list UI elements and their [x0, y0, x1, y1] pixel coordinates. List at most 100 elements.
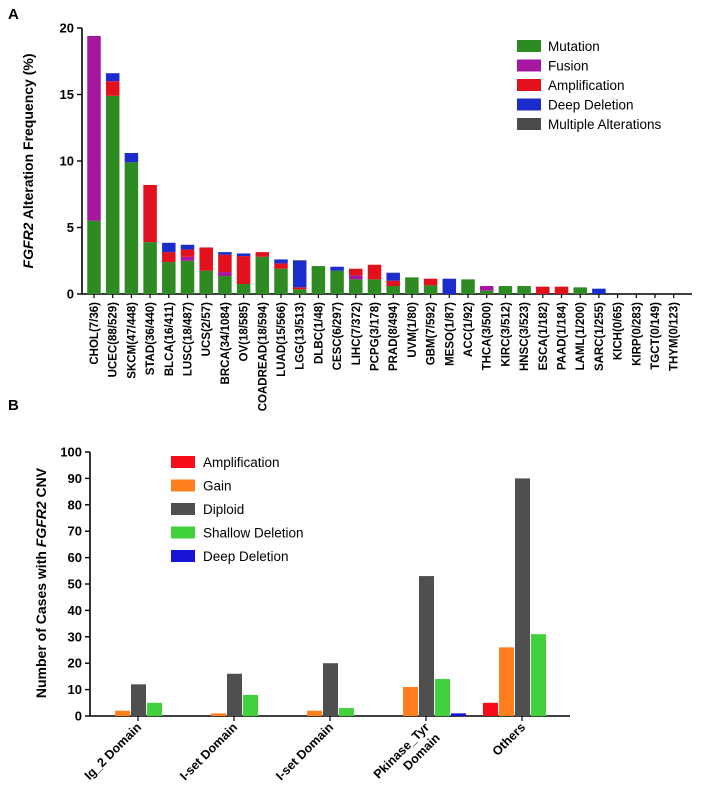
chart-a-bar-mutation — [105, 95, 120, 294]
chart-b-y-tick-label: 30 — [68, 629, 82, 644]
chart-a-category-label: LIHC(7/372) — [351, 302, 363, 365]
chart-a-bar-mutation — [479, 290, 494, 294]
chart-a-bar-deep-deletion — [330, 266, 344, 271]
chart-a-bar-mutation — [255, 256, 270, 294]
chart-a-bar-amplification — [367, 264, 382, 280]
chart-a-category-label: SARC(1/255) — [594, 302, 606, 371]
chart-a-bar-mutation — [461, 279, 475, 294]
chart-a-y-tick-label: 0 — [67, 287, 74, 302]
chart-b-bar-shallow-deletion — [435, 679, 450, 716]
chart-a-legend-swatch — [517, 79, 541, 91]
chart-a-bar-deep-deletion — [218, 252, 232, 255]
chart-b-bar-shallow-deletion — [147, 702, 162, 716]
chart-b-bar-diploid — [227, 673, 242, 716]
chart-b-bar-diploid — [323, 663, 338, 716]
chart-a-bar-mutation — [330, 270, 344, 294]
chart-a-category-label: CHOL(7/36) — [89, 302, 101, 365]
chart-a-bar-mutation — [405, 277, 419, 294]
chart-a-bar-amplification — [162, 252, 176, 263]
chart-a-legend-label: Mutation — [548, 39, 600, 54]
chart-a-bar-mutation — [143, 242, 157, 294]
chart-b: 0 10 20 30 40 50 60 70 80 90 100 Number of Cases wi… — [33, 445, 570, 792]
chart-a-bar-mutation — [236, 284, 251, 294]
chart-a-bar-amplification — [554, 286, 569, 294]
chart-b-legend-label: Gain — [203, 479, 232, 494]
chart-a: 0 5 10 15 20 FGFR2 Alteration Frequency (%) CH… — [20, 21, 692, 411]
chart-b-y-title: Number of Cases with FGFR2 CNV — [33, 467, 49, 698]
chart-a-bar-deep-deletion — [292, 260, 307, 288]
chart-a-bar-fusion — [218, 272, 232, 277]
chart-a-bar-mutation — [386, 286, 400, 294]
chart-a-bar-amplification — [536, 286, 550, 294]
chart-a-bar-amplification — [292, 287, 307, 290]
chart-b-bar-gain — [403, 686, 418, 716]
chart-a-category-label: LUSC(18/487) — [183, 302, 195, 376]
chart-a-category-label: GBM(7/592) — [426, 302, 438, 365]
chart-b-y-tick-label: 20 — [68, 656, 82, 671]
chart-a-bar-deep-deletion — [162, 242, 176, 253]
chart-a-bar-deep-deletion — [105, 73, 120, 82]
chart-b-y-tick-label: 10 — [68, 682, 82, 697]
chart-a-bar-deep-deletion — [274, 259, 288, 264]
chart-a-bar-amplification — [105, 81, 120, 96]
chart-a-category-label: STAD(36/440) — [145, 302, 157, 375]
chart-a-bar-mutation — [311, 266, 326, 294]
chart-a-category-label: DLBC(1/48) — [313, 302, 325, 364]
chart-a-y-tick-label: 20 — [60, 21, 74, 36]
chart-a-category-label: UCS(2/57) — [201, 302, 213, 356]
chart-a-category-label: HNSC(3/523) — [519, 302, 531, 371]
chart-a-bar-mutation — [292, 289, 307, 294]
chart-b-bar-diploid — [131, 684, 146, 716]
chart-b-bar-deep-deletion — [451, 713, 466, 716]
chart-b-bar-shallow-deletion — [531, 634, 546, 716]
chart-a-legend-swatch — [517, 59, 541, 72]
chart-a-y-tick-label: 15 — [60, 87, 74, 102]
chart-b-bar-gain — [307, 710, 322, 716]
chart-b-legend-swatch — [171, 456, 195, 468]
chart-a-category-label: MESO(1/87) — [444, 302, 456, 366]
chart-a-legend-swatch — [517, 40, 541, 52]
chart-a-legend-label: Deep Deletion — [548, 98, 634, 113]
chart-a-category-label: LAML(1/200) — [575, 302, 587, 371]
chart-a-legend-swatch — [517, 98, 541, 111]
chart-a-bar-amplification — [199, 247, 213, 271]
chart-a-category-label: ACC(1/92) — [463, 302, 475, 357]
chart-a-bar-mutation — [274, 268, 288, 294]
chart-a-category-label: KIRP(0/283) — [631, 302, 643, 366]
chart-a-bar-deep-deletion — [386, 272, 400, 281]
chart-a-legend-swatch — [517, 118, 541, 130]
chart-b-y-tick-label: 90 — [68, 471, 82, 486]
chart-a-bar-fusion — [180, 256, 195, 261]
chart-a-category-label: THCA(3/500) — [482, 302, 494, 371]
chart-a-category-label: LGG(13/513) — [295, 302, 307, 370]
chart-b-legend-label: Amplification — [203, 455, 280, 470]
chart-b-bar-gain — [499, 647, 514, 716]
chart-a-y-tick-label: 5 — [67, 220, 74, 235]
chart-b-category-label: I-set Domain — [273, 720, 336, 783]
chart-b-legend-label: Deep Deletion — [203, 549, 289, 564]
chart-b-legend-swatch — [171, 550, 195, 562]
chart-a-bar-deep-deletion — [592, 288, 606, 294]
panel-label-b: B — [8, 397, 19, 414]
chart-a-category-label: BLCA(16/411) — [164, 302, 176, 376]
chart-a-bar-multiple-alterations — [292, 260, 307, 261]
chart-b-category-label: Pkinase_TyrDomain — [371, 720, 443, 792]
chart-a-bar-deep-deletion — [442, 278, 457, 294]
chart-a-bar-amplification — [255, 252, 270, 257]
chart-a-bar-mutation — [218, 276, 232, 294]
chart-a-bar-fusion — [479, 286, 494, 291]
chart-a-bar-mutation — [162, 262, 176, 294]
chart-b-bar-shallow-deletion — [339, 708, 354, 716]
chart-a-y-tick-label: 10 — [60, 154, 74, 169]
chart-a-bar-fusion — [87, 35, 101, 221]
chart-b-y-tick-label: 100 — [60, 445, 82, 460]
panel-label-a: A — [8, 6, 19, 23]
chart-a-bar-mutation — [573, 287, 587, 294]
chart-a-category-label: KIRC(3/512) — [500, 302, 512, 367]
chart-a-bar-deep-deletion — [236, 253, 251, 257]
chart-a-category-label: PCPG(3/178) — [370, 302, 382, 371]
chart-a-category-label: OV(18/585) — [239, 302, 251, 362]
chart-b-y-tick-label: 70 — [68, 524, 82, 539]
chart-a-y-title: FGFR2 Alteration Frequency (%) — [20, 54, 36, 269]
chart-b-category-label: Ig_2 Domain — [82, 720, 144, 782]
